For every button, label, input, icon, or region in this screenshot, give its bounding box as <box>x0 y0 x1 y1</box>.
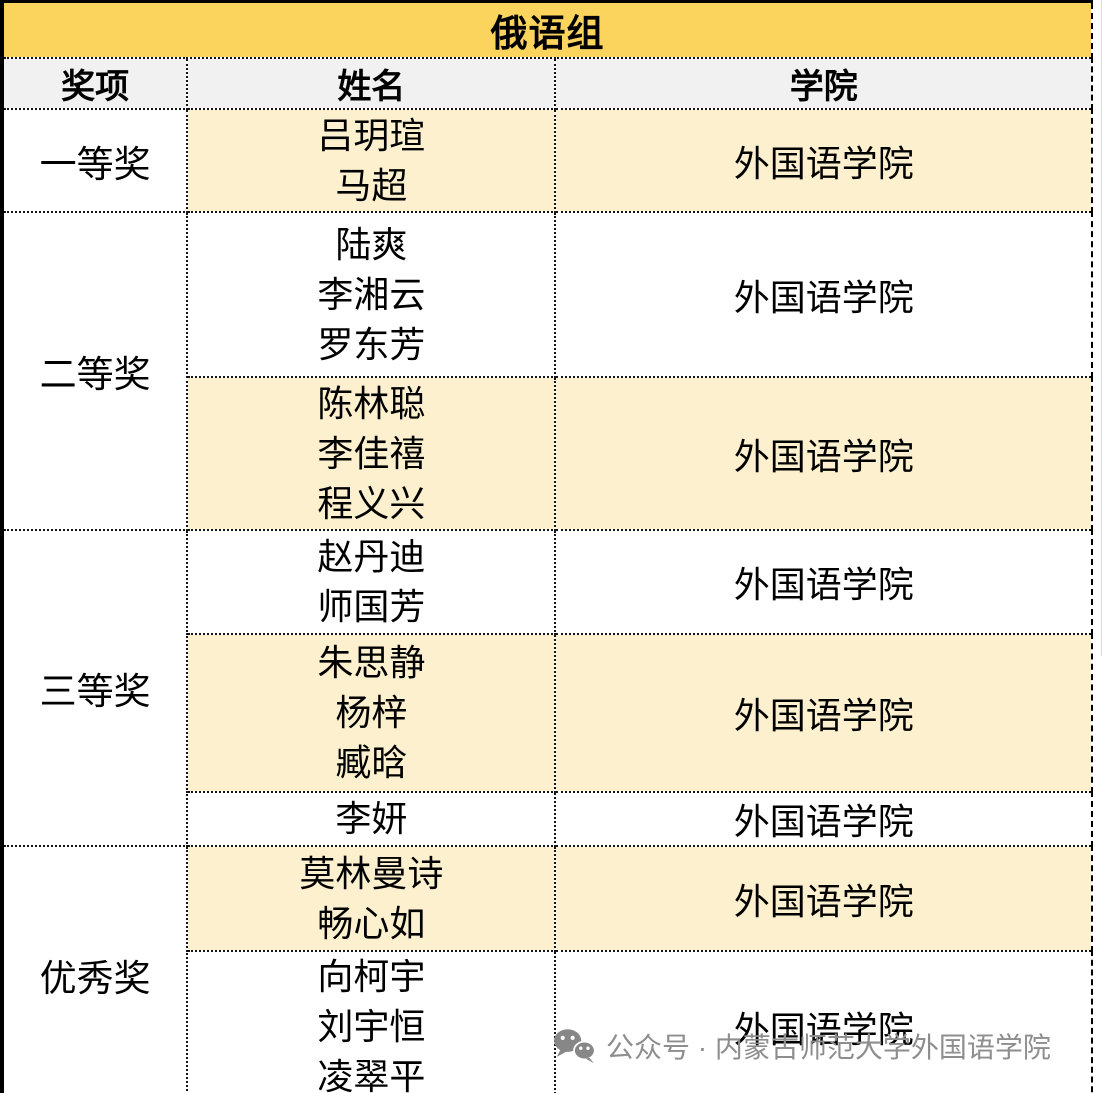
col-header-award: 奖项 <box>0 57 189 110</box>
table-row: 二等奖 陆爽 李湘云 罗东芳 外国语学院 <box>0 211 1093 531</box>
winner-names: 朱思静 杨梓 臧晗 <box>186 633 557 793</box>
award-label-second-prize: 二等奖 <box>0 211 189 531</box>
winner-names: 陆爽 李湘云 罗东芳 <box>186 211 557 378</box>
award-label-excellence-prize: 优秀奖 <box>0 845 189 1093</box>
college-name: 外国语学院 <box>554 633 1093 793</box>
table-row: 陈林聪 李佳禧 程义兴 外国语学院 <box>2 376 1093 531</box>
table-title: 俄语组 <box>1 0 1093 59</box>
table-row: 向柯宇 刘宇恒 凌翠平 外国语学院 <box>2 950 1093 1093</box>
table-row: 一等奖 吕玥瑄 马超 外国语学院 <box>0 108 1093 213</box>
table-header-row: 奖项 姓名 学院 <box>0 57 1093 110</box>
col-header-name: 姓名 <box>186 57 557 110</box>
award-label-third-prize: 三等奖 <box>0 529 189 847</box>
award-label-first-prize: 一等奖 <box>0 108 189 213</box>
col-header-college: 学院 <box>554 57 1093 110</box>
winner-names: 莫林曼诗 畅心如 <box>186 845 557 952</box>
college-name: 外国语学院 <box>554 211 1093 378</box>
college-name: 外国语学院 <box>554 791 1093 847</box>
college-name: 外国语学院 <box>554 108 1093 213</box>
winner-names: 吕玥瑄 马超 <box>186 108 557 213</box>
winner-names: 李妍 <box>186 791 557 847</box>
college-name: 外国语学院 <box>554 950 1093 1093</box>
table-row: 李妍 外国语学院 <box>2 791 1093 847</box>
college-name: 外国语学院 <box>554 376 1093 531</box>
table-row: 俄语组 <box>1 0 1093 59</box>
winner-names: 赵丹迪 师国芳 <box>186 529 557 635</box>
college-name: 外国语学院 <box>554 845 1093 952</box>
table-row: 朱思静 杨梓 臧晗 外国语学院 <box>2 633 1093 793</box>
winner-names: 陈林聪 李佳禧 程义兴 <box>186 376 557 531</box>
table-row: 三等奖 赵丹迪 师国芳 外国语学院 <box>0 529 1093 847</box>
table-row: 优秀奖 莫林曼诗 畅心如 外国语学院 <box>0 845 1093 1093</box>
winner-names: 向柯宇 刘宇恒 凌翠平 <box>186 950 557 1093</box>
college-name: 外国语学院 <box>554 529 1093 635</box>
